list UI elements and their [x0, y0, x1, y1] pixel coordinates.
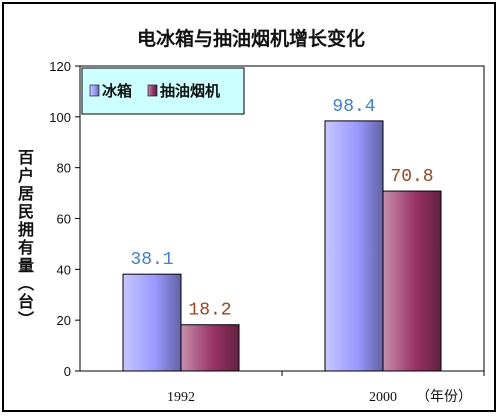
bars — [122, 120, 442, 372]
bar — [324, 120, 384, 372]
legend: 冰箱 抽油烟机 — [81, 67, 245, 115]
x-axis-unit: （年份） — [416, 389, 472, 405]
y-axis-label: 百户居民拥有量（台） — [15, 149, 34, 329]
bar — [382, 190, 442, 372]
legend-swatch — [89, 84, 100, 97]
y-tick-label: 20 — [57, 313, 71, 328]
legend-label: 冰箱 — [102, 82, 132, 100]
data-labels: 38.1 18.2 98.4 70.8 — [130, 97, 433, 321]
y-tick-label: 100 — [49, 110, 71, 125]
chart-title: 电冰箱与抽油烟机增长变化 — [136, 28, 365, 50]
y-tick-label: 0 — [64, 364, 71, 379]
legend-box — [81, 67, 245, 115]
data-label: 70.8 — [390, 167, 433, 187]
y-tick-label: 120 — [49, 59, 71, 74]
data-label: 18.2 — [188, 301, 231, 321]
x-tick-label: 2000 — [369, 390, 397, 405]
x-tick-label: 1992 — [167, 390, 195, 405]
data-label: 98.4 — [332, 97, 375, 117]
y-tick-label: 60 — [57, 212, 71, 227]
legend-label: 抽油烟机 — [160, 82, 220, 100]
y-tick-label: 80 — [57, 161, 71, 176]
y-tick-label: 40 — [57, 262, 71, 277]
data-label: 38.1 — [130, 250, 173, 270]
bar — [180, 324, 240, 372]
legend-swatch — [147, 84, 158, 97]
bar — [122, 273, 182, 372]
